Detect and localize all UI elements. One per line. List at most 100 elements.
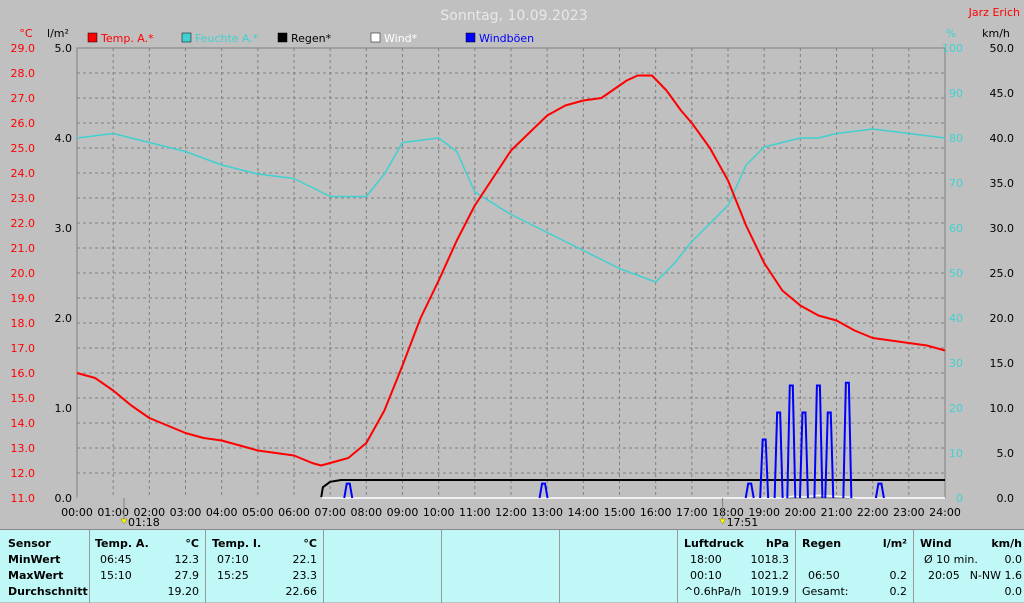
x-tick-label: 24:00 <box>929 506 961 519</box>
x-tick-label: 10:00 <box>423 506 455 519</box>
wind-tick-label: 0.0 <box>997 492 1015 505</box>
temp-tick-label: 28.0 <box>11 67 36 80</box>
wind-max-direction: N-NW 1.6 <box>969 569 1022 582</box>
pressure-max-time: 00:10 <box>690 569 722 582</box>
wind-avg-value: 0.0 <box>1004 553 1023 566</box>
legend-swatch <box>181 32 192 43</box>
gust-spike <box>842 381 853 499</box>
rain-title: Regen <box>802 537 842 550</box>
wind-average: 0.0 <box>1004 585 1023 598</box>
gust-spike <box>813 384 824 499</box>
temp-tick-label: 24.0 <box>11 167 36 180</box>
humidity-tick-label: 100 <box>942 42 963 55</box>
temp-tick-label: 18.0 <box>11 317 36 330</box>
rain-tick-label: 5.0 <box>55 42 73 55</box>
x-tick-label: 13:00 <box>531 506 563 519</box>
empty-section-2 <box>442 530 560 603</box>
temp-tick-label: 13.0 <box>11 442 36 455</box>
temp-i-unit: °C <box>303 537 317 550</box>
weather-chart: Sonntag, 10.09.2023 Jarz Erich Temp. A.*… <box>11 6 1021 529</box>
x-tick-label: 22:00 <box>857 506 889 519</box>
humidity-tick-label: 50 <box>949 267 963 280</box>
temp-series-line <box>76 74 946 467</box>
x-tick-label: 21:00 <box>821 506 853 519</box>
rain-tick-label: 1.0 <box>55 402 73 415</box>
humidity-tick-label: 30 <box>949 357 963 370</box>
pressure-min-value: 1018.3 <box>750 553 790 566</box>
temp-i-section: Temp. I. °C 07:10 22.1 15:25 23.3 22.66 <box>206 530 324 603</box>
rain-unit: l/m² <box>882 537 907 550</box>
series <box>76 74 946 499</box>
x-tick-label: 08:00 <box>350 506 382 519</box>
humidity-series-line <box>76 128 946 283</box>
humidity-tick-label: 70 <box>949 177 963 190</box>
wind-max-time: 20:05 <box>928 569 960 582</box>
gust-spike <box>874 482 885 499</box>
stats-panel: Sensor MinWert MaxWert Durchschnitt Temp… <box>0 529 1024 603</box>
temp-a-min-time: 06:45 <box>100 553 132 566</box>
wind-tick-label: 40.0 <box>990 132 1015 145</box>
marker-time-label: 17:51 <box>727 516 759 529</box>
temp-tick-label: 21.0 <box>11 242 36 255</box>
wind-tick-label: 45.0 <box>990 87 1015 100</box>
x-tick-label: 18:00 <box>712 506 744 519</box>
gust-spike <box>343 482 354 499</box>
pressure-title: Luftdruck <box>684 537 744 550</box>
pressure-unit: hPa <box>765 537 789 550</box>
rain-tick-label: 2.0 <box>55 312 73 325</box>
pressure-average: 1019.9 <box>750 585 790 598</box>
rain-series-line <box>77 479 945 499</box>
legend-label: Feuchte A.* <box>195 32 259 45</box>
temp-tick-label: 25.0 <box>11 142 36 155</box>
temp-a-section: Temp. A. °C 06:45 12.3 15:10 27.9 19.20 <box>90 530 206 603</box>
x-tick-label: 15:00 <box>604 506 636 519</box>
temp-a-max-time: 15:10 <box>100 569 132 582</box>
temp-tick-label: 20.0 <box>11 267 36 280</box>
marker-time-label: 01:18 <box>128 516 160 529</box>
gust-spike <box>759 438 770 499</box>
wind-section: Wind km/h Ø 10 min. 0.0 20:05 N-NW 1.6 0.0 <box>914 530 1024 603</box>
legend-label: Windböen <box>479 32 534 45</box>
humidity-tick-label: 0 <box>956 492 963 505</box>
chart-title: Sonntag, 10.09.2023 <box>440 8 587 24</box>
time-markers: 01:18 17:51 <box>120 498 759 529</box>
gust-spike <box>798 411 809 499</box>
pressure-section: Luftdruck hPa 18:00 1018.3 00:10 1021.2 ^0.… <box>678 530 796 603</box>
rain-total-label: Gesamt: <box>802 585 849 598</box>
wind-tick-label: 20.0 <box>990 312 1015 325</box>
temp-tick-label: 22.0 <box>11 217 36 230</box>
humidity-tick-label: 40 <box>949 312 963 325</box>
rain-tick-label: 0.0 <box>55 492 73 505</box>
x-tick-label: 19:00 <box>748 506 780 519</box>
temp-a-average: 19.20 <box>167 585 200 598</box>
temp-tick-label: 27.0 <box>11 92 36 105</box>
x-tick-label: 11:00 <box>459 506 491 519</box>
marker-arrow-icon <box>120 518 128 525</box>
x-tick-label: 16:00 <box>640 506 672 519</box>
x-tick-label: 06:00 <box>278 506 310 519</box>
humidity-tick-label: 10 <box>949 447 963 460</box>
wind-tick-label: 15.0 <box>990 357 1015 370</box>
axis-ticks: 11.0 12.0 13.0 14.0 15.0 16.0 17.0 18.0 19.0 20.0… <box>11 42 1015 519</box>
pressure-min-time: 18:00 <box>690 553 722 566</box>
x-tick-label: 03:00 <box>170 506 202 519</box>
wind-tick-label: 5.0 <box>997 447 1015 460</box>
rain-total-value: 0.2 <box>889 585 908 598</box>
temp-a-title: Temp. A. <box>95 537 149 550</box>
x-tick-label: 23:00 <box>893 506 925 519</box>
temp-tick-label: 29.0 <box>11 42 36 55</box>
x-tick-label: 00:00 <box>61 506 93 519</box>
legend: Temp. A.* Feuchte A.* Regen* Wind* Windböen <box>87 32 534 45</box>
x-tick-label: 04:00 <box>206 506 238 519</box>
wind-tick-label: 25.0 <box>990 267 1015 280</box>
temp-i-max-time: 15:25 <box>217 569 249 582</box>
legend-swatch <box>277 32 288 43</box>
x-tick-label: 02:00 <box>133 506 165 519</box>
empty-section-3 <box>560 530 678 603</box>
rain-max-time: 06:50 <box>808 569 840 582</box>
temp-i-title: Temp. I. <box>212 537 262 550</box>
temp-a-min-value: 12.3 <box>174 553 200 566</box>
average-label: Durchschnitt <box>8 585 88 598</box>
minwert-label: MinWert <box>8 553 61 566</box>
temp-i-min-value: 22.1 <box>292 553 318 566</box>
